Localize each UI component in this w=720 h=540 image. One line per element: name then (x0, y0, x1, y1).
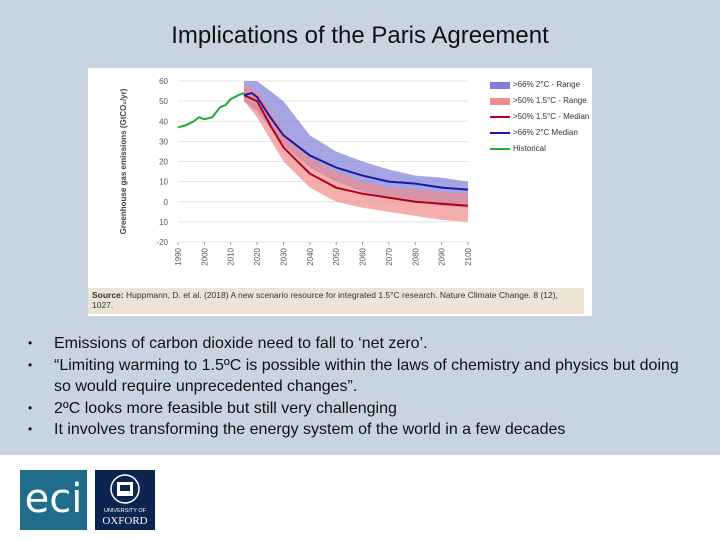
y-tick-label: -20 (156, 238, 168, 247)
slide-title: Implications of the Paris Agreement (171, 22, 549, 49)
y-tick-label: 0 (164, 198, 169, 207)
range-band (243, 81, 468, 208)
oxford-bottom: OXFORD (102, 515, 148, 527)
eci-logo: eci (20, 470, 87, 530)
y-tick-label: 30 (159, 137, 168, 146)
y-tick-label: 50 (159, 97, 168, 106)
legend-label: >50% 1.5°C - Median (513, 112, 590, 121)
x-tick-label: 2070 (385, 247, 394, 265)
y-tick-label: 60 (159, 77, 168, 86)
legend-item: >66% 2°C - Range (490, 80, 590, 89)
bullet: 2ºC looks more feasible but still very c… (28, 398, 688, 420)
legend: >66% 2°C - Range >50% 1.5°C - Range >50% 1… (490, 80, 590, 160)
y-tick-label: 10 (159, 178, 168, 187)
legend-item: >50% 1.5°C - Median (490, 112, 590, 121)
x-tick-label: 2080 (411, 247, 420, 265)
series-line (243, 94, 469, 207)
source-label: Source: (92, 290, 124, 300)
legend-label: >66% 2°C - Range (513, 80, 581, 89)
bullet: Emissions of carbon dioxide need to fall… (28, 333, 688, 355)
x-tick-label: 1990 (174, 247, 183, 265)
bullet-list: Emissions of carbon dioxide need to fall… (28, 333, 688, 441)
x-tick-label: 2060 (359, 247, 368, 265)
x-tick-label: 2020 (253, 247, 262, 265)
legend-label: >50% 1.5°C - Range (513, 96, 587, 105)
series-line (243, 91, 469, 191)
bullet: It involves transforming the energy syst… (28, 419, 688, 441)
y-axis-label: Greenhouse gas emissions (GtCO₂/yr) (119, 88, 128, 234)
x-tick-label: 2100 (464, 247, 473, 265)
legend-item: >50% 1.5°C - Range (490, 96, 590, 105)
x-tick-label: 2040 (306, 247, 315, 265)
legend-label: >66% 2°C Median (513, 128, 578, 137)
x-tick-label: 2000 (200, 247, 209, 265)
legend-swatch (490, 82, 510, 89)
source-text: Huppmann, D. et al. (2018) A new scenari… (92, 290, 558, 310)
crest (110, 474, 140, 504)
x-tick-label: 2030 (279, 247, 288, 265)
chart: Greenhouse gas emissions (GtCO₂/yr) -20 10… (119, 77, 473, 266)
oxford-top: UNIVERSITY OF (103, 508, 147, 514)
source: Source: Huppmann, D. et al. (2018) A new… (88, 288, 584, 314)
bullet: “Limiting warming to 1.5ºC is possible w… (28, 355, 688, 398)
series-line (177, 92, 245, 129)
x-tick-label: 2090 (438, 247, 447, 265)
legend-label: Historical (513, 144, 546, 153)
y-tick-label: 20 (159, 158, 168, 167)
y-tick-label: 10 (159, 218, 168, 227)
legend-swatch (490, 148, 510, 150)
oxford-logo: UNIVERSITY OF OXFORD (95, 470, 155, 530)
legend-swatch (490, 98, 510, 105)
x-tick-label: 2010 (227, 247, 236, 265)
legend-swatch (490, 132, 510, 134)
x-tick-label: 2050 (332, 247, 341, 265)
y-tick-label: 40 (159, 117, 168, 126)
legend-swatch (490, 116, 510, 118)
legend-item: >66% 2°C Median (490, 128, 590, 137)
legend-item: Historical (490, 144, 590, 153)
chart-image: Greenhouse gas emissions (GtCO₂/yr) -20 10… (88, 68, 592, 316)
